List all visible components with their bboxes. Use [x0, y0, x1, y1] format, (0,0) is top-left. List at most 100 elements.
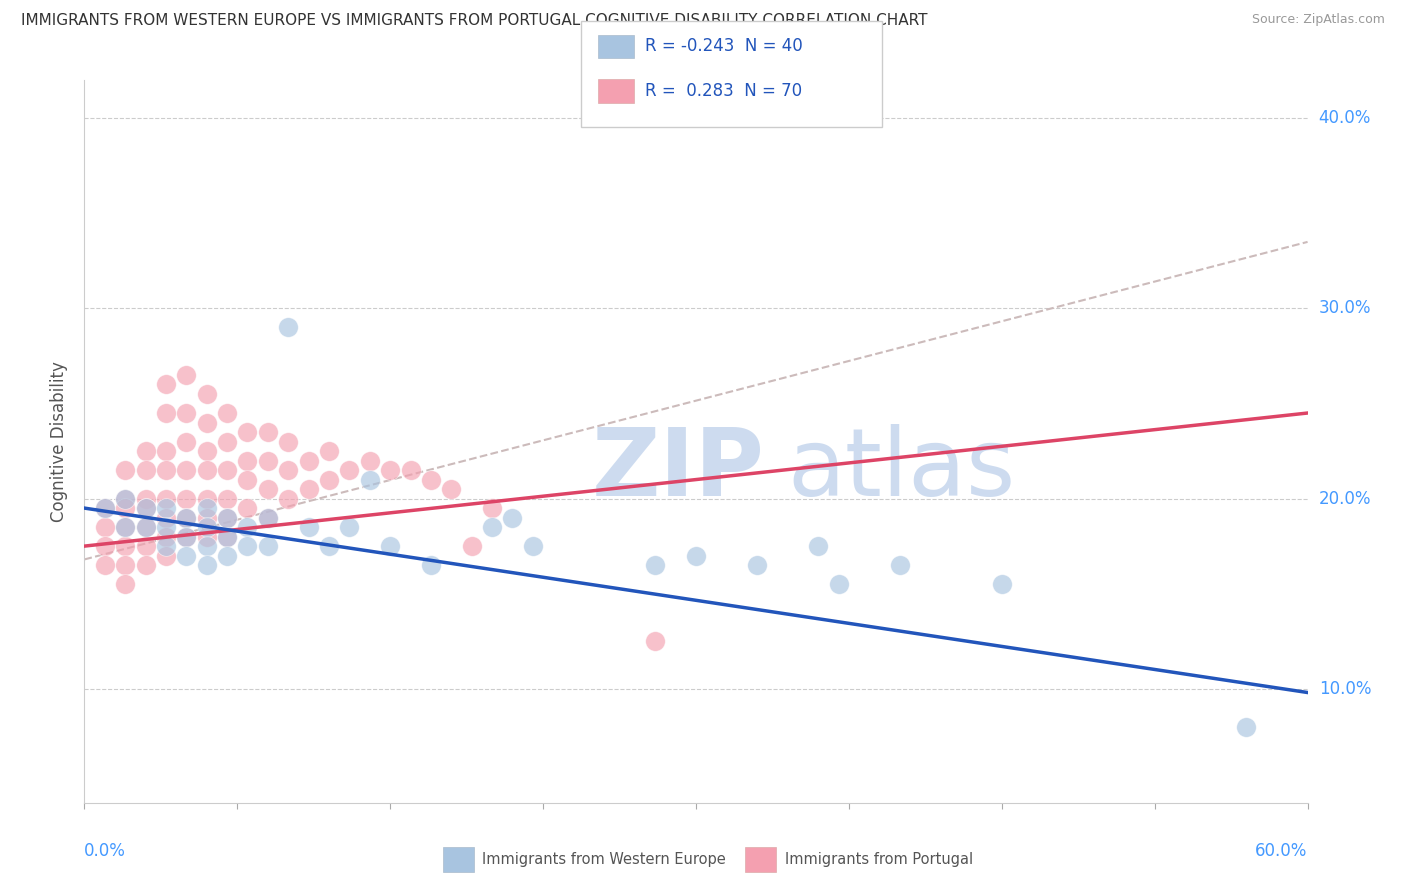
Point [236, 539, 259, 553]
Point [991, 577, 1014, 591]
Point [195, 444, 218, 458]
Point [114, 501, 136, 516]
Point [114, 520, 136, 534]
Text: IMMIGRANTS FROM WESTERN EUROPE VS IMMIGRANTS FROM PORTUGAL COGNITIVE DISABILITY : IMMIGRANTS FROM WESTERN EUROPE VS IMMIGR… [21, 13, 928, 29]
Point [318, 444, 340, 458]
Point [807, 539, 830, 553]
Point [155, 539, 177, 553]
Point [236, 453, 259, 467]
Point [195, 463, 218, 477]
Point [359, 473, 381, 487]
Point [236, 425, 259, 439]
Point [195, 416, 218, 430]
Point [135, 520, 157, 534]
Point [155, 463, 177, 477]
Point [114, 463, 136, 477]
Text: R = -0.243  N = 40: R = -0.243 N = 40 [645, 37, 803, 55]
Point [93, 558, 115, 573]
Point [155, 406, 177, 420]
Text: 60.0%: 60.0% [1256, 842, 1308, 860]
Point [277, 463, 299, 477]
Point [217, 549, 239, 563]
Point [399, 463, 422, 477]
Point [298, 453, 321, 467]
Text: 30.0%: 30.0% [1319, 300, 1371, 318]
Point [217, 530, 239, 544]
Point [481, 501, 503, 516]
Point [135, 463, 157, 477]
Point [114, 520, 136, 534]
Y-axis label: Cognitive Disability: Cognitive Disability [51, 361, 69, 522]
Point [155, 530, 177, 544]
Text: Immigrants from Portugal: Immigrants from Portugal [785, 853, 973, 867]
Point [217, 434, 239, 449]
Point [236, 501, 259, 516]
Point [318, 539, 340, 553]
Text: R =  0.283  N = 70: R = 0.283 N = 70 [645, 82, 803, 100]
Point [195, 501, 218, 516]
Point [93, 539, 115, 553]
Point [380, 463, 402, 477]
Point [93, 520, 115, 534]
Text: ZIP: ZIP [592, 425, 765, 516]
Point [298, 482, 321, 496]
Point [114, 491, 136, 506]
Point [522, 539, 544, 553]
Point [174, 549, 197, 563]
Point [644, 558, 666, 573]
Text: Immigrants from Western Europe: Immigrants from Western Europe [482, 853, 725, 867]
Point [114, 577, 136, 591]
Point [174, 491, 197, 506]
Point [195, 510, 218, 524]
Point [174, 434, 197, 449]
Point [195, 539, 218, 553]
Point [174, 368, 197, 382]
Point [257, 539, 280, 553]
Point [174, 510, 197, 524]
Point [339, 520, 361, 534]
Point [339, 463, 361, 477]
Point [420, 558, 443, 573]
Text: 40.0%: 40.0% [1319, 110, 1371, 128]
Point [380, 539, 402, 553]
Point [440, 482, 463, 496]
Point [889, 558, 911, 573]
Point [155, 444, 177, 458]
Point [135, 444, 157, 458]
Point [114, 539, 136, 553]
Point [174, 463, 197, 477]
Point [135, 491, 157, 506]
Text: 20.0%: 20.0% [1319, 490, 1371, 508]
Point [155, 520, 177, 534]
Point [359, 453, 381, 467]
Point [481, 520, 503, 534]
Text: 0.0%: 0.0% [84, 842, 127, 860]
Point [747, 558, 769, 573]
Point [174, 530, 197, 544]
Point [155, 501, 177, 516]
Point [217, 463, 239, 477]
Point [135, 558, 157, 573]
Point [257, 510, 280, 524]
Point [93, 501, 115, 516]
Point [155, 377, 177, 392]
Point [217, 510, 239, 524]
Point [114, 491, 136, 506]
Point [257, 453, 280, 467]
Point [461, 539, 484, 553]
Point [257, 482, 280, 496]
Point [420, 473, 443, 487]
Point [93, 501, 115, 516]
Point [135, 501, 157, 516]
Point [155, 510, 177, 524]
Point [195, 491, 218, 506]
Point [685, 549, 707, 563]
Text: Source: ZipAtlas.com: Source: ZipAtlas.com [1251, 13, 1385, 27]
Point [277, 320, 299, 334]
Point [502, 510, 524, 524]
Point [236, 520, 259, 534]
Point [114, 558, 136, 573]
Point [277, 491, 299, 506]
Point [828, 577, 851, 591]
Point [217, 491, 239, 506]
